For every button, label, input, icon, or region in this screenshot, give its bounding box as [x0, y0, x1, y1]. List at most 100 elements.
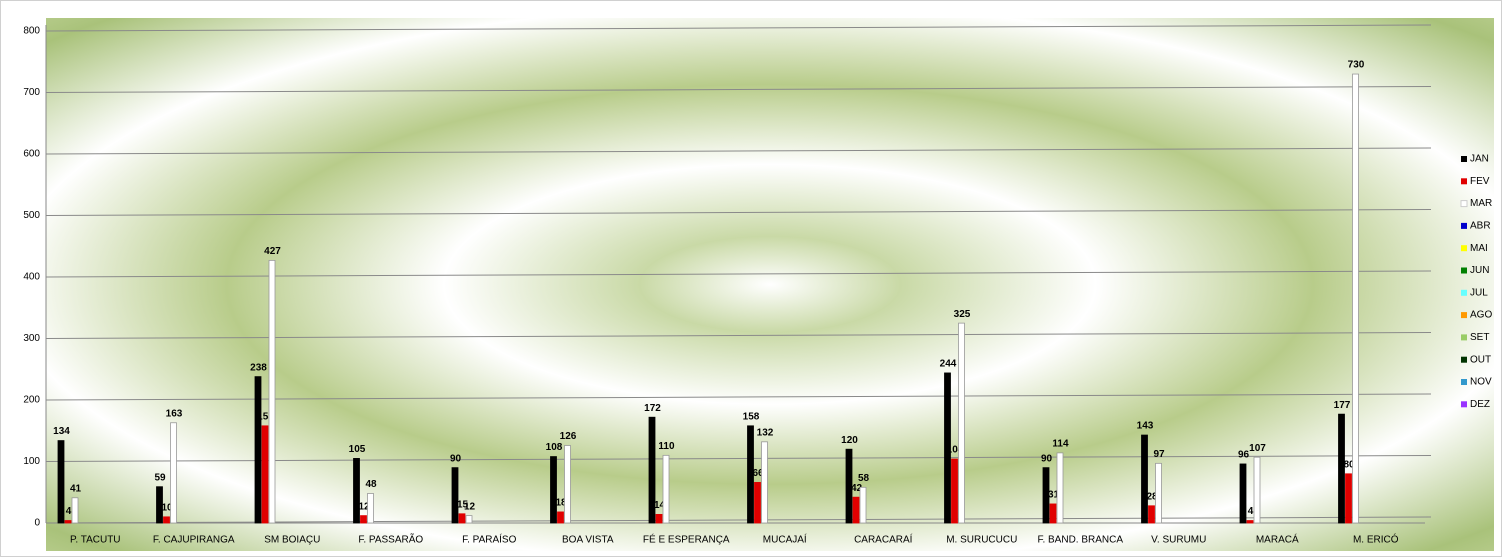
legend-swatch: [1461, 156, 1467, 162]
x-tick-label: MUCAJAÍ: [763, 533, 807, 546]
bar: [465, 515, 473, 524]
y-tick-label: 0: [34, 518, 40, 529]
value-label: 172: [644, 403, 661, 414]
value-label: 177: [1334, 400, 1351, 411]
legend-label: JAN: [1470, 154, 1489, 165]
value-label: 66: [752, 468, 764, 479]
x-tick-label: F. CAJUPIRANGA: [153, 535, 235, 546]
value-label: 12: [464, 501, 476, 512]
value-label: 244: [940, 359, 957, 370]
value-label: 126: [560, 431, 577, 442]
value-label: 58: [858, 473, 870, 484]
bar: [1049, 503, 1057, 524]
value-label: 18: [555, 498, 567, 509]
value-label: 134: [53, 426, 70, 437]
y-tick-label: 700: [23, 87, 40, 98]
grid-line: [45, 516, 1432, 524]
bar: [648, 416, 656, 524]
value-label: 90: [1041, 453, 1053, 464]
legend-label: OUT: [1470, 354, 1491, 365]
grid-line: [45, 393, 1432, 401]
value-label: 120: [841, 435, 858, 446]
value-label: 15: [457, 499, 469, 510]
value-label: 48: [365, 479, 377, 490]
value-label: 158: [257, 411, 274, 422]
x-tick-label: SM BOIAÇU: [264, 535, 320, 546]
bar: [360, 515, 367, 524]
legend-label: ABR: [1470, 221, 1491, 232]
bar: [1239, 463, 1247, 524]
legend-swatch: [1461, 312, 1467, 319]
grid-line: [45, 86, 1432, 93]
x-tick-label: CARACARAÍ: [854, 533, 913, 546]
value-label: 104: [947, 445, 964, 456]
y-tick-label: 800: [23, 26, 40, 37]
bar: [353, 458, 360, 524]
value-label: 14: [654, 500, 666, 511]
bar: [1246, 520, 1254, 524]
x-tick-label: M. ERICÓ: [1353, 533, 1399, 546]
x-tick-label: M. SURUCUCU: [946, 535, 1017, 546]
legend-label: NOV: [1470, 377, 1492, 388]
y-tick-label: 200: [23, 395, 40, 406]
bar: [845, 448, 853, 524]
legend-label: SET: [1470, 332, 1489, 343]
bar: [156, 486, 163, 524]
bar: [655, 513, 663, 524]
bar: [1148, 505, 1155, 524]
value-label: 158: [743, 411, 760, 422]
x-tick-label: P. TACUTU: [70, 535, 121, 546]
value-label: 427: [264, 246, 281, 257]
value-label: 31: [1048, 490, 1060, 501]
value-label: 4: [1248, 506, 1254, 517]
bar: [747, 425, 754, 524]
x-tick-label: V. SURUMU: [1151, 535, 1206, 546]
value-label: 163: [166, 408, 183, 419]
grid-line: [45, 147, 1432, 155]
legend-label: MAR: [1470, 198, 1492, 209]
bar: [754, 482, 761, 524]
bar: [261, 425, 269, 524]
bar: [550, 456, 557, 524]
value-label: 143: [1137, 421, 1154, 432]
value-label: 107: [1249, 443, 1266, 454]
bar: [1155, 462, 1162, 524]
value-label: 42: [851, 483, 863, 494]
x-tick-label: FÉ E ESPERANÇA: [643, 533, 730, 546]
value-label: 132: [757, 427, 774, 438]
legend-swatch: [1461, 222, 1467, 229]
legend-swatch: [1461, 267, 1467, 274]
x-tick-label: F. BAND. BRANCA: [1037, 535, 1123, 546]
bar: [951, 458, 958, 524]
value-label: 12: [358, 501, 370, 512]
value-label: 730: [1348, 60, 1365, 71]
value-label: 114: [1052, 439, 1069, 450]
legend-swatch: [1461, 178, 1467, 185]
legend-swatch: [1460, 200, 1468, 208]
bar: [1253, 456, 1261, 524]
legend-swatch: [1461, 401, 1467, 408]
bar: [557, 511, 564, 524]
legend-label: AGO: [1470, 310, 1492, 321]
bar: [1338, 413, 1345, 524]
y-tick-label: 500: [23, 210, 40, 221]
bar: [852, 496, 860, 524]
value-label: 80: [1343, 459, 1355, 470]
value-label: 10: [161, 502, 173, 513]
bar: [564, 445, 571, 524]
bar: [64, 520, 72, 524]
bar: [1042, 467, 1050, 524]
y-tick-label: 600: [23, 149, 40, 160]
legend-swatch: [1461, 245, 1467, 252]
value-label: 108: [546, 442, 563, 453]
value-label: 4: [66, 506, 72, 517]
grid-line: [45, 270, 1432, 278]
bar: [170, 422, 177, 524]
bar: [1352, 73, 1359, 524]
legend-label: JUN: [1470, 265, 1489, 276]
bar: [944, 372, 951, 524]
value-label: 59: [154, 472, 166, 483]
value-label: 41: [70, 483, 82, 494]
bar: [268, 259, 276, 524]
